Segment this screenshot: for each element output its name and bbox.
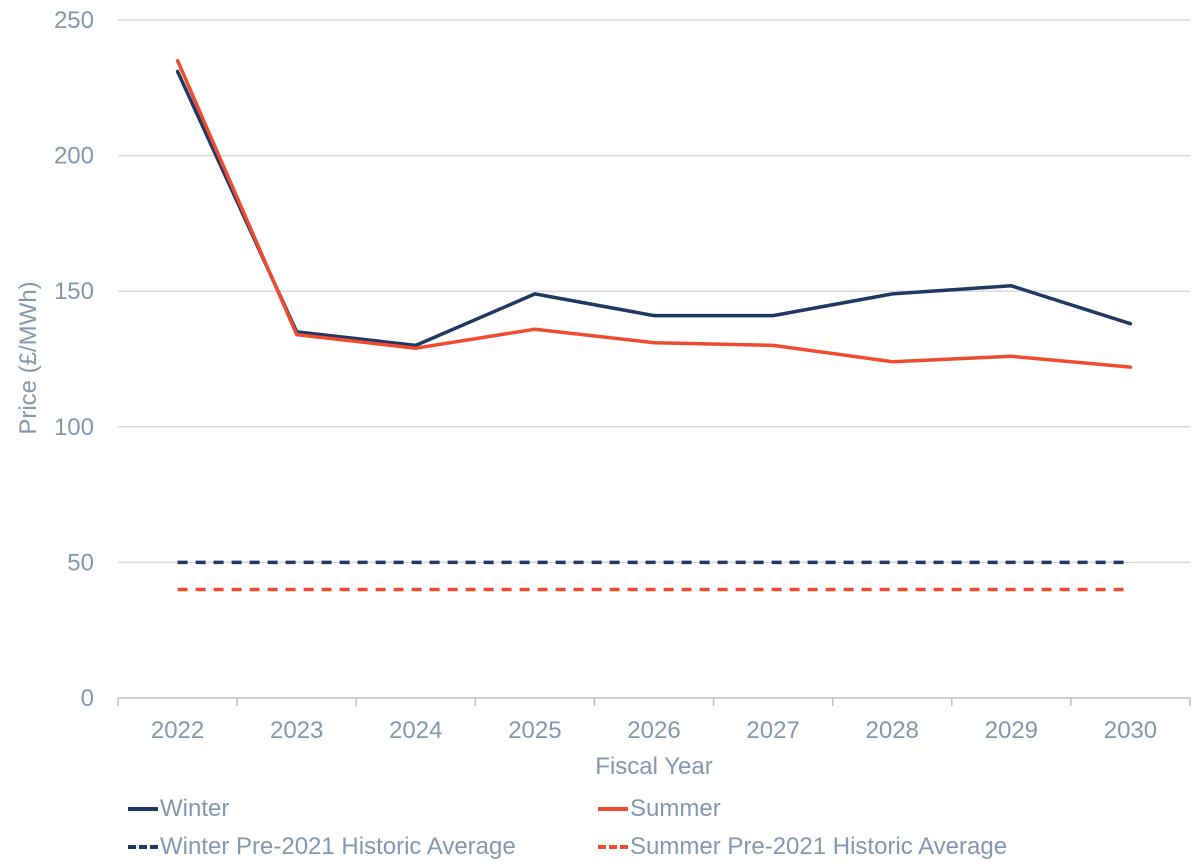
legend-item-summer-historic: Summer Pre-2021 Historic Average xyxy=(598,830,1007,864)
x-tick-label-2028: 2028 xyxy=(866,717,919,744)
y-axis-ticks: 0 50 100 150 200 250 xyxy=(54,7,94,712)
x-axis-title: Fiscal Year xyxy=(595,753,712,780)
legend-item-winter: Winter xyxy=(128,792,229,826)
legend-label-winter-historic: Winter Pre-2021 Historic Average xyxy=(160,833,516,860)
legend: Winter Summer Winter Pre-2021 Historic A… xyxy=(128,792,1188,868)
y-tick-label-250: 250 xyxy=(54,7,94,34)
y-tick-label-200: 200 xyxy=(54,143,94,170)
series-lines xyxy=(175,58,1133,592)
y-tick-label-50: 50 xyxy=(67,549,94,576)
legend-label-summer-historic: Summer Pre-2021 Historic Average xyxy=(630,833,1008,860)
series-line-0 xyxy=(175,69,1133,348)
legend-item-winter-historic: Winter Pre-2021 Historic Average xyxy=(128,830,516,864)
legend-label-summer: Summer xyxy=(630,795,721,822)
legend-item-summer: Summer xyxy=(598,792,721,826)
y-axis-title: Price (£/MWh) xyxy=(15,281,42,434)
x-tick-label-2027: 2027 xyxy=(746,717,799,744)
x-tick-label-2023: 2023 xyxy=(270,717,323,744)
y-tick-label-0: 0 xyxy=(81,685,94,712)
x-axis: 2022 2023 2024 2025 2026 2027 2028 2029 2030 xyxy=(117,697,1191,744)
x-tick-label-2030: 2030 xyxy=(1104,717,1157,744)
x-tick-label-2024: 2024 xyxy=(389,717,442,744)
x-tick-label-2022: 2022 xyxy=(151,717,204,744)
legend-swatch-winter-historic xyxy=(128,845,158,849)
legend-label-winter: Winter xyxy=(160,795,230,822)
legend-swatch-summer-historic xyxy=(598,845,628,849)
y-tick-label-150: 150 xyxy=(54,278,94,305)
x-tick-label-2025: 2025 xyxy=(508,717,561,744)
legend-swatch-winter xyxy=(128,807,158,811)
legend-swatch-summer xyxy=(598,807,628,811)
y-tick-label-100: 100 xyxy=(54,414,94,441)
series-line-1 xyxy=(175,58,1133,369)
x-tick-label-2026: 2026 xyxy=(627,717,680,744)
x-tick-label-2029: 2029 xyxy=(985,717,1038,744)
